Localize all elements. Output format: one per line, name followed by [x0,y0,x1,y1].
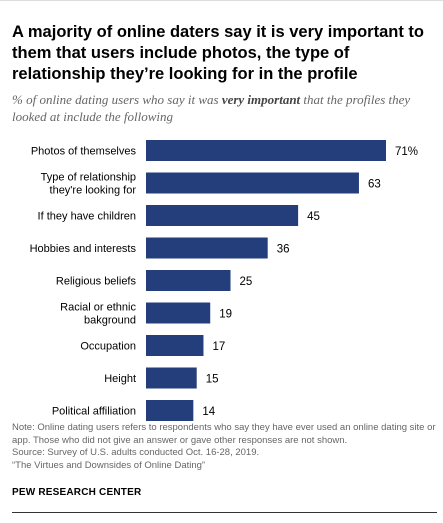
bar [146,140,386,161]
chart-subtitle: % of online dating users who say it was … [12,91,437,125]
category-label: Racial or ethnic bakground [60,302,136,327]
value-label: 17 [212,341,225,353]
category-label: Religious beliefs [56,276,137,288]
category-label-line: they're looking for [50,185,137,197]
category-label: Height [104,373,136,385]
bar [146,172,359,194]
chart-title: A majority of online daters say it is ve… [12,23,424,83]
category-label-line: Religious beliefs [56,276,137,288]
bar [146,367,197,389]
bar [146,237,268,259]
bar [146,270,231,291]
value-label: 45 [307,211,320,223]
source-text: Source: Survey of U.S. adults conducted … [12,447,260,458]
bar [146,205,299,226]
chart-notes: Note: Online dating users refers to resp… [12,422,437,472]
category-label-line: Racial or ethnic [60,302,136,314]
category-label: Type of relationship they're looking for [41,172,137,197]
category-label: Occupation [80,341,136,353]
subtitle-emphasis: very important [221,92,301,107]
subtitle-pre: % of online dating users who say it was [12,92,222,107]
category-label: If they have children [38,211,136,223]
value-label: 63 [368,179,381,191]
report-text: “The Virtues and Downsides of Online Dat… [12,459,206,471]
bar [146,302,211,324]
bar [146,400,194,421]
subtitle-post: that the profiles they looked at include… [12,92,411,124]
category-label-line: Photos of themselves [31,146,137,158]
category-label-line: If they have children [38,211,136,223]
org-logo-text: PEW RESEARCH CENTER [12,487,142,498]
value-label: 14 [202,406,215,418]
category-label: Political affiliation [52,406,136,418]
value-label: 15 [206,374,219,386]
bottom-rule [12,512,437,513]
value-label: 25 [240,276,253,288]
value-label: 36 [277,244,290,256]
category-label-line: bakground [84,315,136,327]
category-label-line: Type of relationship [41,172,136,184]
note-text: Note: Online dating users refers to resp… [12,422,436,446]
category-label: Photos of themselves [31,146,137,158]
category-label-line: Political affiliation [52,406,136,418]
category-label-line: Occupation [80,341,136,353]
category-label: Hobbies and interests [30,243,137,255]
bar [146,335,204,356]
category-label-line: Height [104,373,136,385]
category-label-line: Hobbies and interests [30,243,137,255]
value-label: 19 [219,309,232,321]
value-label: 71% [395,146,418,158]
top-rule [0,0,443,1]
